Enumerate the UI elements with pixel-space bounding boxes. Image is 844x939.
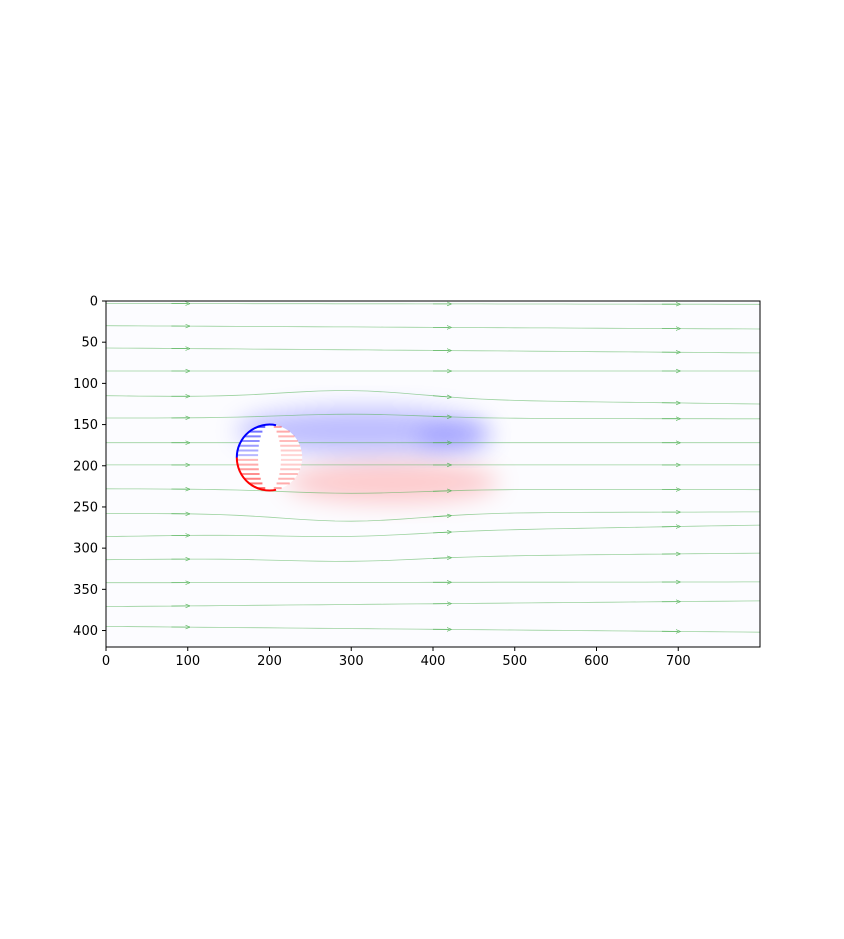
x-tick-label: 400 [421, 654, 446, 669]
x-axis: 0 100 200 300 400 500 600 700 [102, 647, 691, 669]
y-tick-label: 50 [81, 336, 98, 351]
field-region-negative [416, 424, 491, 454]
streamline-arrow [432, 416, 449, 417]
field-region-positive [285, 461, 499, 503]
obstacle-edge-positive [235, 457, 277, 492]
obstacle [235, 423, 303, 492]
x-tick-label: 0 [102, 654, 110, 669]
streamline [106, 488, 760, 494]
y-tick-label: 350 [73, 583, 98, 598]
streamline [106, 347, 760, 354]
streamline [106, 524, 760, 538]
streamlines [106, 304, 760, 633]
x-tick-label: 700 [666, 654, 691, 669]
x-tick-label: 500 [502, 654, 527, 669]
x-tick-label: 200 [257, 654, 282, 669]
streamline-arrow [432, 516, 449, 517]
y-axis: 0 50 100 150 200 250 300 350 400 [73, 295, 106, 639]
x-tick-label: 100 [175, 654, 200, 669]
y-tick-label: 0 [90, 295, 98, 310]
y-tick-label: 250 [73, 500, 98, 515]
obstacle-edge-negative [235, 423, 277, 458]
streamline-arrow [432, 532, 449, 533]
y-tick-label: 150 [73, 418, 98, 433]
y-tick-label: 300 [73, 542, 98, 557]
streamline [106, 600, 760, 607]
x-tick-label: 300 [339, 654, 364, 669]
y-tick-label: 100 [73, 377, 98, 392]
heatmap-field [236, 408, 499, 503]
obstacle-disk [236, 424, 303, 491]
streamline-arrow [432, 558, 449, 559]
streamline-arrow [432, 396, 449, 397]
streamline [106, 413, 760, 420]
streamline-arrow [432, 491, 449, 492]
streamline [106, 390, 760, 405]
y-tick-label: 200 [73, 459, 98, 474]
x-tick-label: 600 [584, 654, 609, 669]
y-tick-label: 400 [73, 624, 98, 639]
